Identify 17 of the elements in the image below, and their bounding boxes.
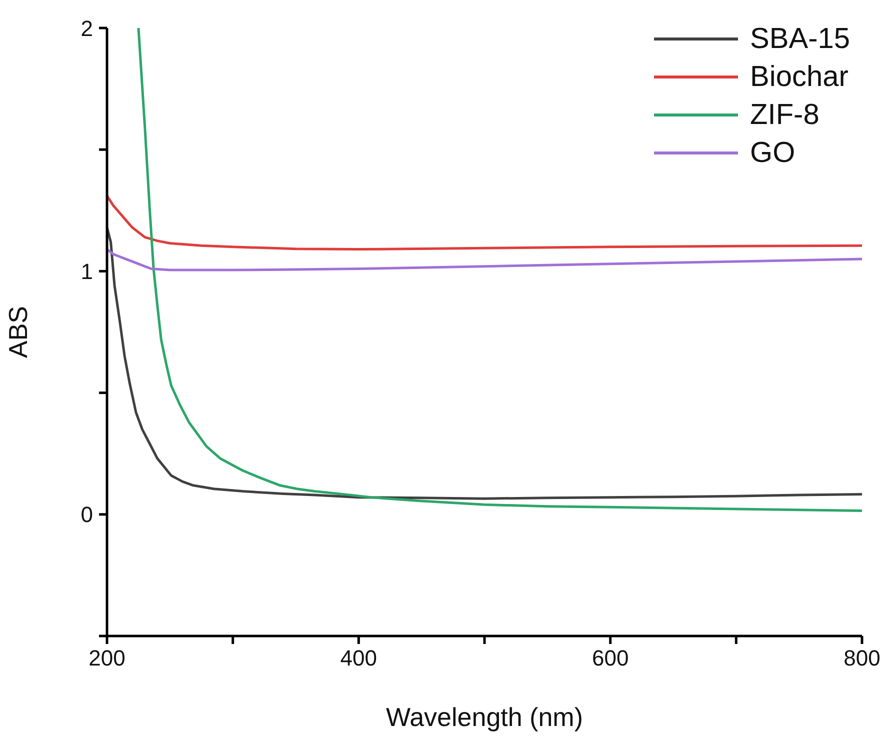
line-series xyxy=(137,28,862,512)
y-tick-label: 1 xyxy=(80,259,93,284)
y-tick-label: 2 xyxy=(80,16,93,41)
x-tick-label: 200 xyxy=(88,646,126,671)
legend-label: SBA-15 xyxy=(750,22,850,56)
legend-label: Biochar xyxy=(750,60,848,94)
line-series xyxy=(107,226,862,500)
line-series xyxy=(107,194,862,251)
x-tick-label: 600 xyxy=(592,646,629,671)
legend-label: GO xyxy=(750,136,796,170)
x-tick-label: 800 xyxy=(844,646,880,671)
y-axis-title: ABS xyxy=(3,306,34,358)
x-axis-title: Wavelength (nm) xyxy=(386,702,583,732)
y-tick-label: 0 xyxy=(80,502,93,528)
legend-label: ZIF-8 xyxy=(750,98,820,132)
x-tick-label: 400 xyxy=(340,646,378,671)
line-series xyxy=(107,248,862,272)
